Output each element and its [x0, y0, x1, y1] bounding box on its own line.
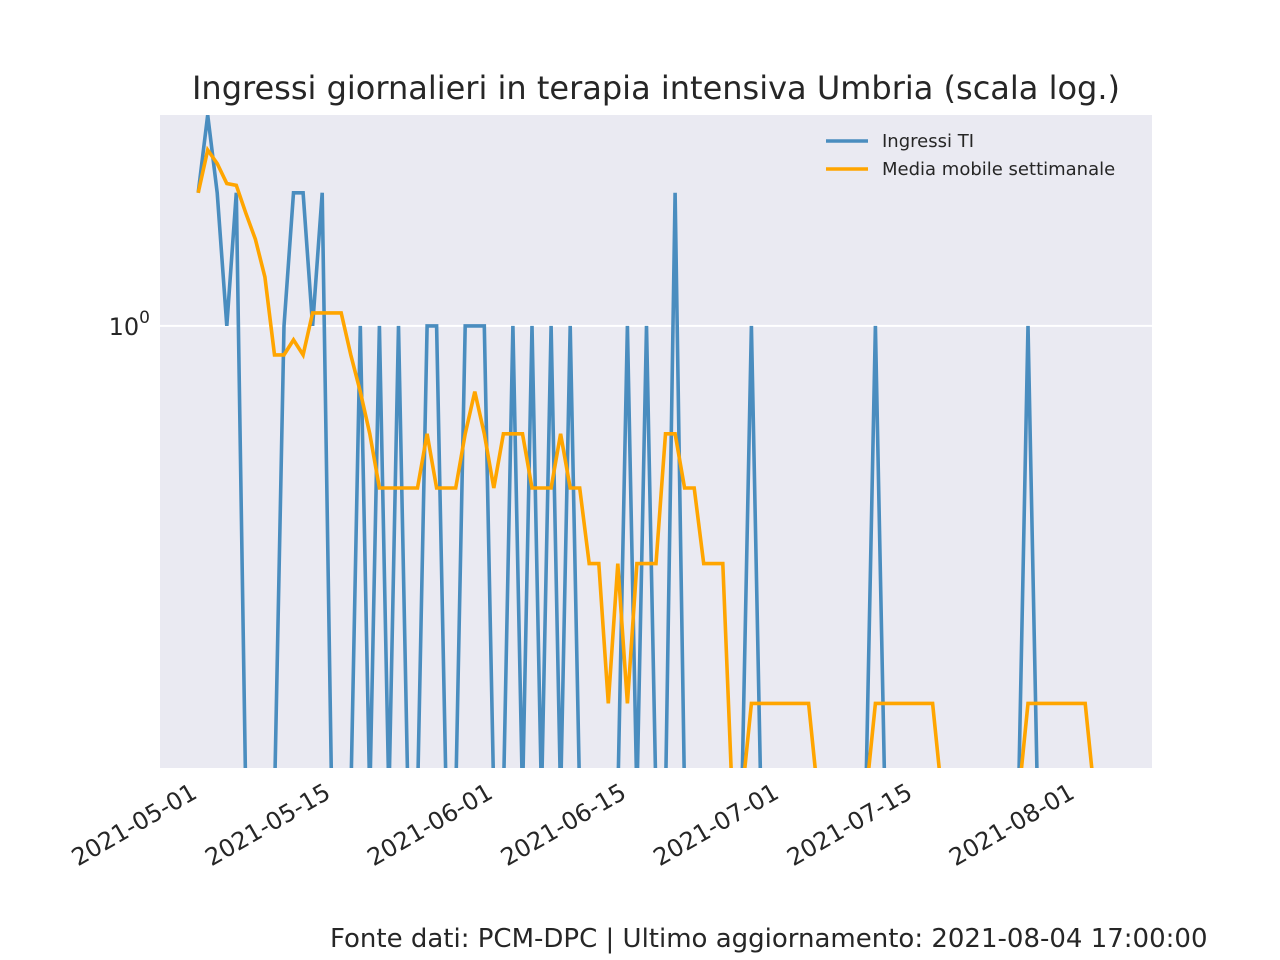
plot-area — [160, 115, 1152, 768]
y-axis: 100 — [109, 308, 150, 341]
x-tick-label: 2021-06-01 — [363, 778, 498, 872]
legend-label-0: Ingressi TI — [882, 131, 974, 152]
chart-title: Ingressi giornalieri in terapia intensiv… — [192, 69, 1120, 107]
legend: Ingressi TI Media mobile settimanale — [826, 131, 1115, 180]
data-source-footer: Fonte dati: PCM-DPC | Ultimo aggiornamen… — [330, 924, 1208, 954]
x-tick-label: 2021-05-15 — [200, 778, 335, 872]
series-line-0 — [196, 115, 1039, 768]
x-tick-label: 2021-06-15 — [496, 778, 631, 872]
x-tick-label: 2021-05-01 — [67, 778, 202, 872]
series-line-1 — [196, 145, 1094, 768]
x-tick-label: 2021-08-01 — [944, 778, 1079, 872]
x-tick-label: 2021-07-15 — [782, 778, 917, 872]
series-layer — [196, 115, 1094, 768]
x-tick-label: 2021-07-01 — [649, 778, 784, 872]
y-tick-label: 100 — [109, 308, 150, 341]
legend-label-1: Media mobile settimanale — [882, 159, 1115, 180]
